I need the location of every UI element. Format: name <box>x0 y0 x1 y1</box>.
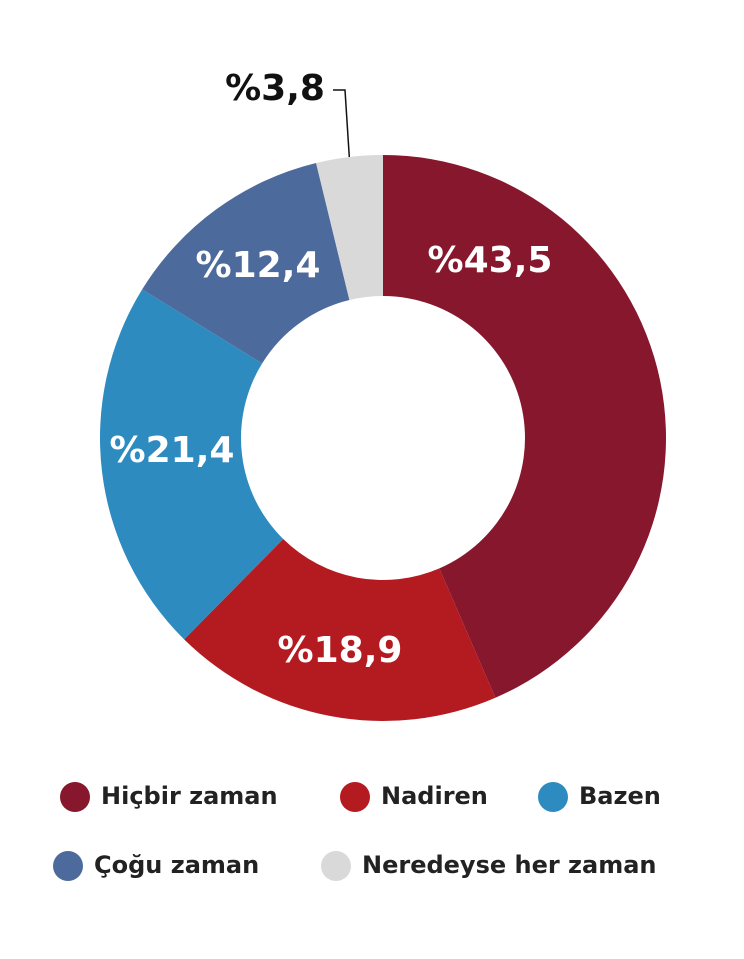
donut-slice <box>184 539 496 721</box>
donut-slice <box>383 155 666 698</box>
value-label: %21,4 <box>110 430 235 471</box>
legend-label: Nadiren <box>381 782 488 810</box>
value-label: %43,5 <box>428 240 553 281</box>
legend-swatch <box>321 851 351 881</box>
donut-slice <box>142 163 350 364</box>
legend-swatch <box>538 782 568 812</box>
legend-swatch <box>60 782 90 812</box>
legend-label: Bazen <box>579 782 661 810</box>
donut-slice <box>316 155 383 301</box>
value-label: %18,9 <box>278 630 403 671</box>
leader-line <box>333 89 351 158</box>
legend-label: Neredeyse her zaman <box>362 851 657 879</box>
legend-label: Hiçbir zaman <box>101 782 278 810</box>
donut-slice <box>99 289 284 640</box>
legend-label: Çoğu zaman <box>94 851 259 879</box>
legend-swatch <box>53 851 83 881</box>
value-label: %3,8 <box>225 68 325 109</box>
legend-swatch <box>340 782 370 812</box>
value-label: %12,4 <box>196 245 321 286</box>
